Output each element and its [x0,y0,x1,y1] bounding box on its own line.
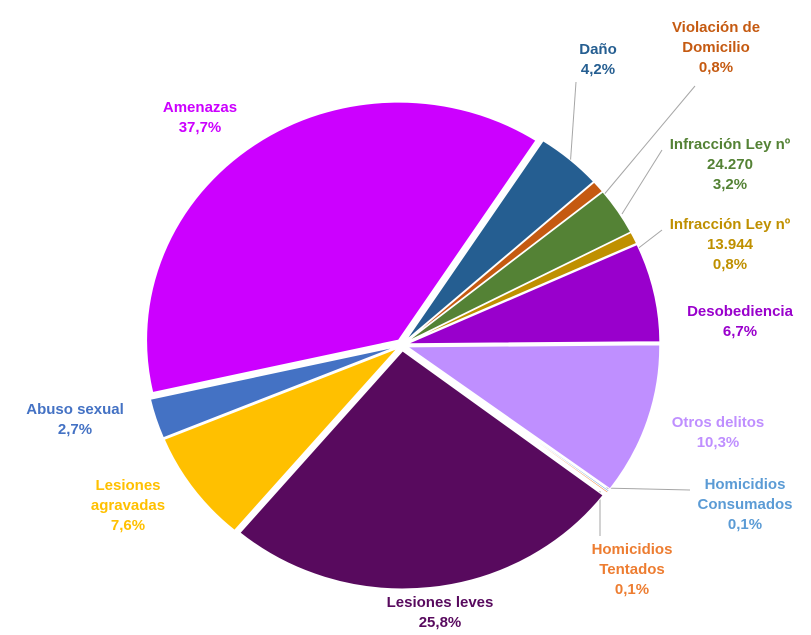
slice-label: Infracción Ley nº 13.944 0,8% [655,215,805,275]
category-label: Homicidios Tentados [591,541,673,578]
value-label: 7,6% [110,517,146,534]
pie-slice [406,191,632,343]
leader-lines [569,81,696,536]
pie-slice [239,350,604,590]
value-label: 0,8% [698,59,734,76]
category-label: Infracción Ley nº 24.270 [669,136,791,173]
pie-slice [406,344,661,490]
value-label: 4,2% [580,61,616,78]
category-label: Violación de Domicilio [671,19,761,56]
category-label: Otros delitos [671,414,765,431]
slice-label: Lesiones leves 25,8% [340,593,540,633]
category-label: Amenazas [162,99,238,116]
pie-slice [407,243,661,345]
leader-line [569,81,577,169]
pie-slice [406,348,609,494]
pie-slice [405,140,595,341]
category-label: Infracción Ley nº 13.944 [669,216,791,253]
pie-slice [163,348,398,532]
slice-label: Abuso sexual 2,7% [10,400,140,440]
pie-slice [146,101,537,394]
leader-line [600,487,691,491]
value-label: 25,8% [418,614,462,631]
pie-slice [406,181,604,342]
leader-line [621,149,663,215]
category-label: Desobediencia [687,303,793,320]
category-label: Daño [579,41,617,58]
value-label: 6,7% [722,323,758,340]
slice-label: Infracción Ley nº 24.270 3,2% [655,135,805,195]
slice-label: Otros delitos 10,3% [658,413,778,453]
slices [146,101,661,590]
value-label: 37,7% [178,119,222,136]
category-label: Lesiones agravadas [90,477,166,514]
leader-line [601,85,696,198]
slice-label: Violación de Domicilio 0,8% [661,18,771,78]
value-label: 0,1% [614,581,650,598]
category-label: Abuso sexual [26,401,124,418]
category-label: Lesiones leves [386,594,494,611]
leader-line [635,229,663,251]
pie-slice [407,231,638,343]
slice-label: Homicidios Tentados 0,1% [577,540,687,600]
slice-label: Amenazas 37,7% [135,98,265,138]
pie-slice [149,346,397,439]
slice-label: Daño 4,2% [558,40,638,80]
value-label: 0,1% [727,516,763,533]
slice-label: Homicidios Consumados 0,1% [690,475,800,535]
value-label: 0,8% [712,256,748,273]
value-label: 10,3% [696,434,740,451]
slice-label: Lesiones agravadas 7,6% [83,476,173,536]
category-label: Homicidios Consumados [697,476,793,513]
value-label: 2,7% [57,421,93,438]
value-label: 3,2% [712,176,748,193]
slice-label: Desobediencia 6,7% [675,302,805,342]
